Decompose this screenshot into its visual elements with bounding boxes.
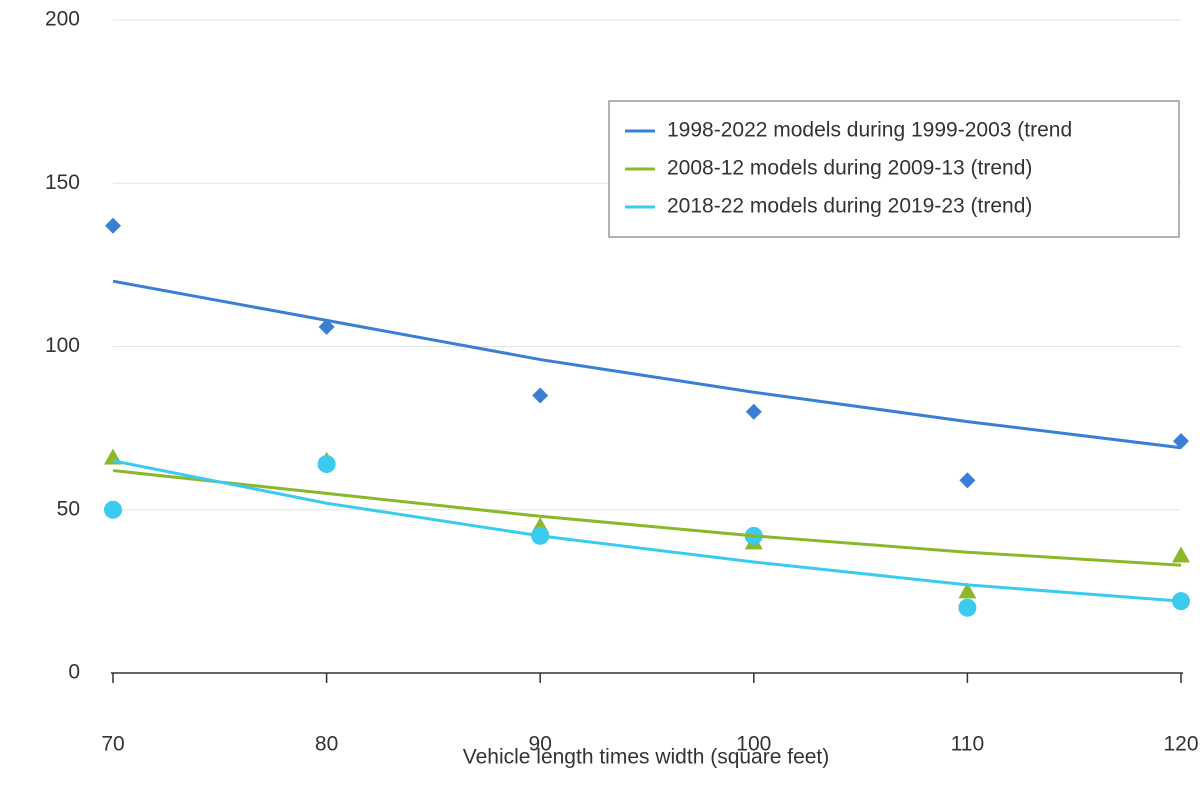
x-tick-label: 110 (951, 733, 984, 756)
x-tick-label: 80 (315, 733, 338, 756)
trend-line (112, 469, 1182, 567)
y-tick-label: 150 (45, 171, 80, 194)
x-tick-label: 100 (736, 733, 771, 756)
y-tick-label: 200 (45, 8, 80, 31)
diamond-marker (1173, 433, 1189, 450)
y-tick-label: 50 (57, 497, 80, 520)
diamond-marker (318, 318, 335, 335)
circle-marker (104, 500, 122, 519)
diamond-marker (959, 472, 976, 489)
x-tick-label: 90 (529, 733, 552, 756)
y-tick-label: 0 (68, 661, 80, 684)
x-axis-label: Vehicle length times width (square feet) (463, 746, 830, 769)
diamond-marker (745, 403, 762, 420)
legend-label: 2018-22 models during 2019-23 (trend) (667, 195, 1032, 218)
legend: 1998-2022 models during 1999-2003 (trend… (608, 100, 1180, 238)
trend-line (112, 459, 1182, 603)
diamond-marker (532, 387, 549, 404)
x-tick-label: 120 (1163, 733, 1198, 756)
legend-label: 1998-2022 models during 1999-2003 (trend (667, 119, 1072, 142)
x-tick-label: 70 (101, 733, 124, 756)
circle-marker (317, 455, 336, 474)
triangle-marker (1172, 546, 1190, 563)
diamond-marker (105, 217, 121, 234)
legend-box (608, 100, 1180, 238)
triangle-marker (958, 582, 977, 599)
circle-marker (958, 598, 977, 617)
y-tick-label: 100 (45, 334, 80, 357)
legend-label: 2008-12 models during 2009-13 (trend) (667, 157, 1032, 180)
trend-line (112, 279, 1182, 450)
